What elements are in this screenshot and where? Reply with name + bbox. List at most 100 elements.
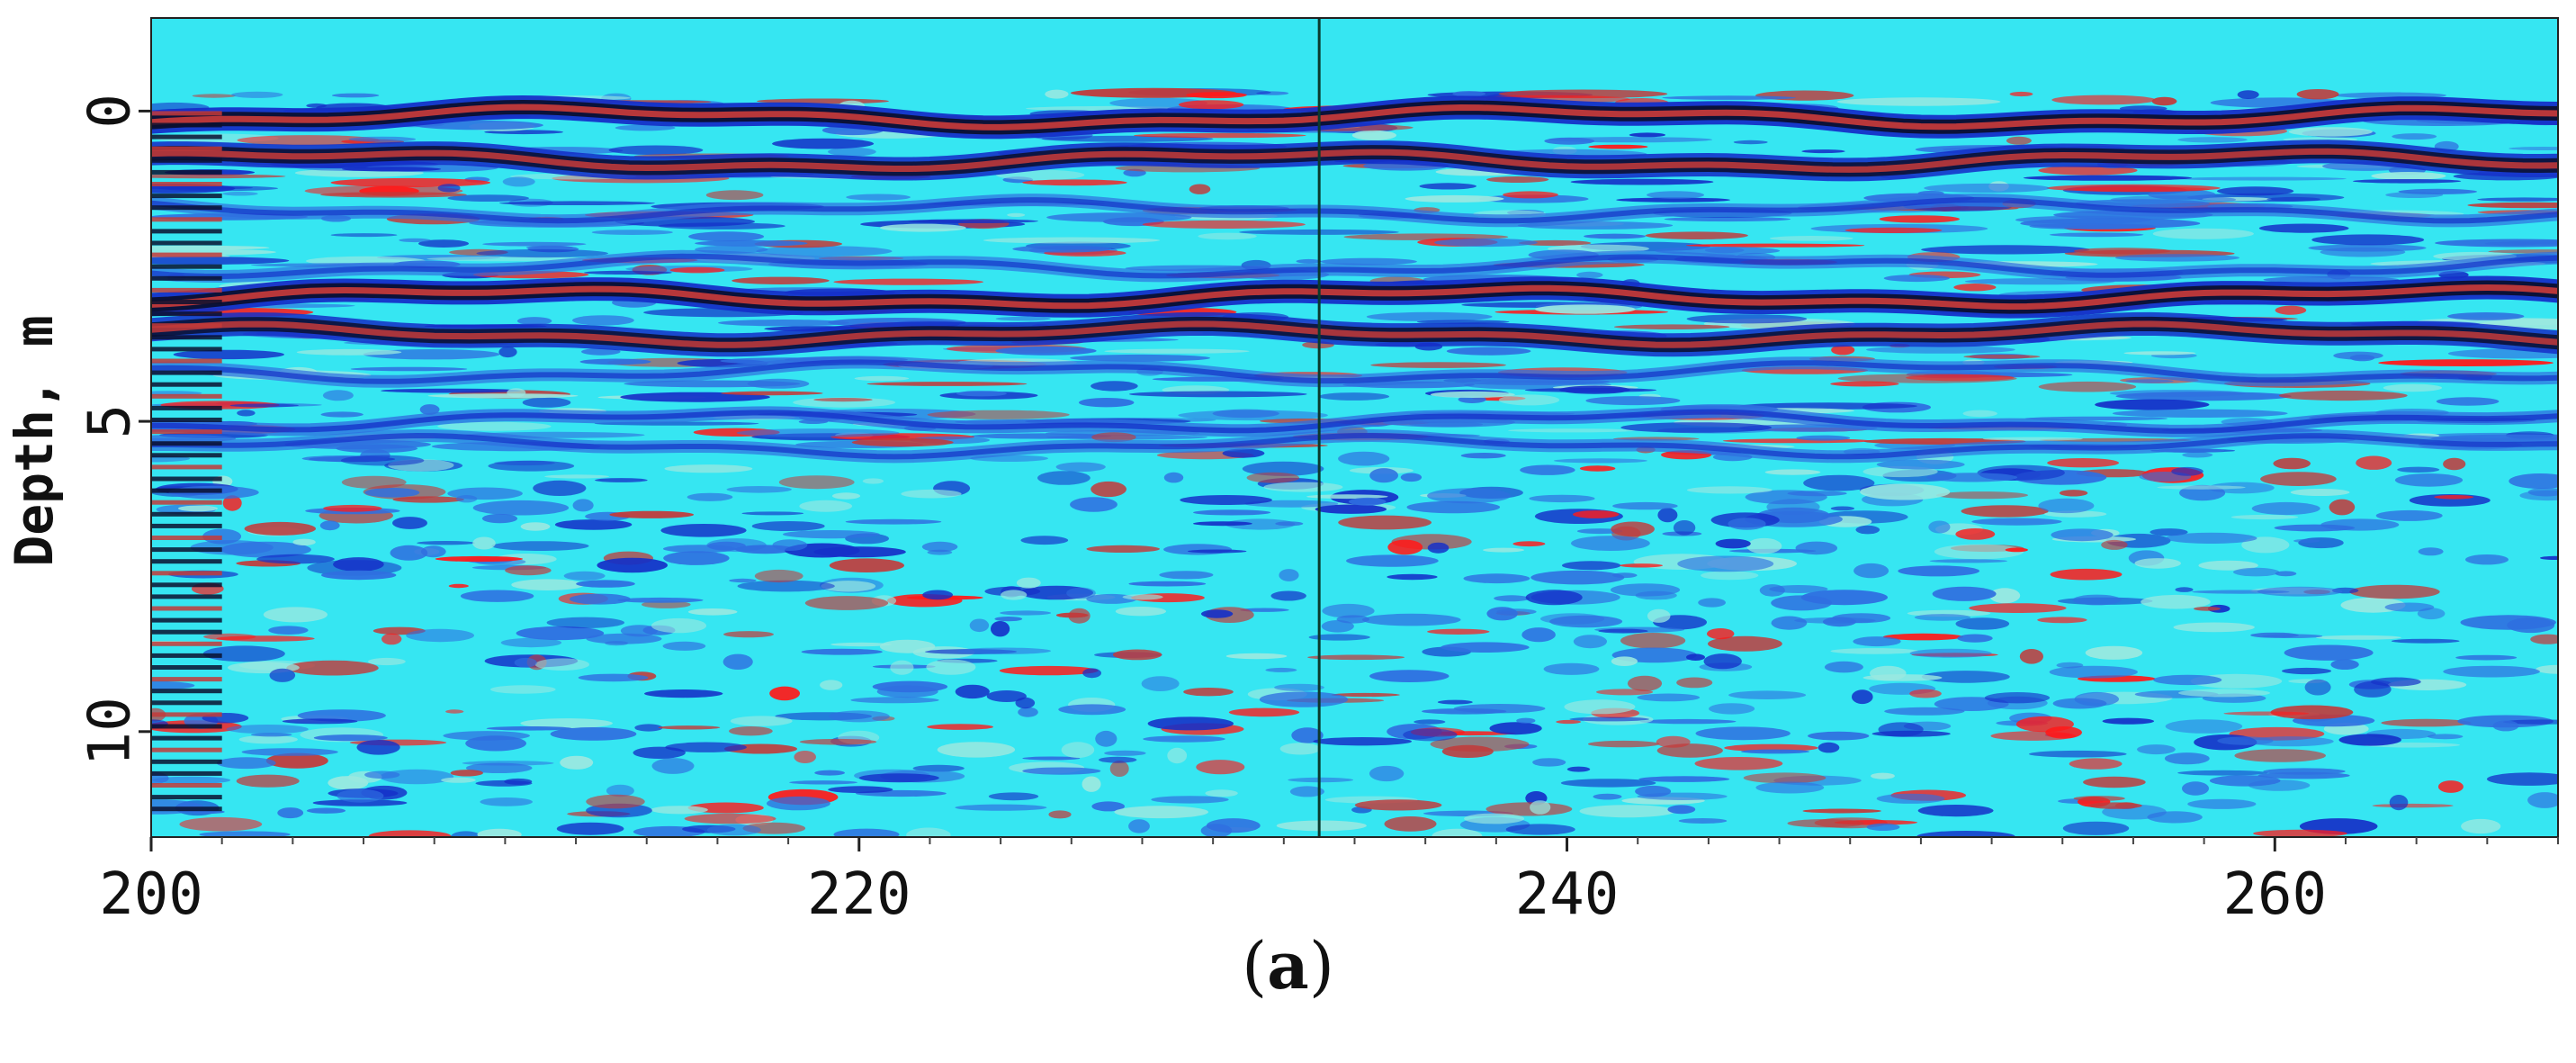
amplitude-streak [1929,559,2008,563]
amplitude-streak [2372,803,2454,808]
amplitude-streak [1338,515,1432,530]
amplitude-streak [926,659,976,675]
edge-streak [151,405,222,410]
amplitude-streak [1906,374,2015,382]
amplitude-streak [1441,744,1494,759]
amplitude-streak [1046,212,1192,222]
amplitude-streak [921,541,958,553]
amplitude-streak [1163,544,1233,555]
amplitude-streak [2378,359,2554,366]
amplitude-streak [723,631,774,638]
amplitude-streak [2349,584,2440,599]
amplitude-streak [2074,691,2119,707]
amplitude-streak [576,580,635,588]
amplitude-streak [323,504,382,512]
edge-streak [151,806,222,812]
amplitude-streak [1876,793,1945,804]
amplitude-streak [2175,587,2194,592]
amplitude-streak [2187,798,2257,809]
amplitude-streak [2435,239,2558,248]
amplitude-streak [684,813,776,824]
amplitude-streak [1128,581,1207,587]
amplitude-streak [2112,409,2288,418]
amplitude-streak [1452,91,1486,97]
amplitude-streak [1569,716,1649,722]
amplitude-streak [1265,667,1297,672]
amplitude-streak [1430,391,1515,398]
edge-streak [151,429,222,435]
amplitude-streak [1001,590,1028,600]
amplitude-streak [520,718,613,729]
amplitude-streak [1686,653,1705,661]
edge-streak [151,511,222,517]
amplitude-streak [584,270,672,275]
amplitude-streak [2046,184,2221,192]
amplitude-texture [151,87,2558,837]
reflector [151,311,2558,357]
amplitude-streak [1957,634,1993,643]
amplitude-streak [2443,665,2540,678]
amplitude-streak [1836,97,2001,106]
amplitude-streak [1935,491,2028,500]
amplitude-streak [199,831,291,837]
amplitude-streak [1128,819,1150,833]
amplitude-streak [1315,504,1387,514]
edge-streak [151,476,222,482]
amplitude-streak [368,830,452,837]
amplitude-streak [1559,385,1630,394]
amplitude-streak [850,697,939,704]
panel-label-open: ( [1242,928,1268,1004]
amplitude-streak [1104,348,1250,354]
amplitude-streak [340,455,425,466]
amplitude-streak [1694,757,1783,770]
amplitude-streak [1862,674,1943,681]
amplitude-streak [1570,178,1714,185]
amplitude-streak [1055,462,1106,473]
amplitude-streak [2069,758,2123,770]
amplitude-streak [1677,555,1774,572]
edge-streak [151,323,222,329]
amplitude-streak [1818,742,1840,753]
panel-label: (a) [0,927,2576,1004]
edge-streak [151,335,222,340]
amplitude-streak [1824,661,1863,673]
amplitude-streak [706,824,761,836]
edge-streak [151,347,222,352]
amplitude-streak [2153,674,2222,686]
amplitude-streak [833,828,900,837]
amplitude-streak [1831,345,1855,356]
amplitude-streak [500,637,562,648]
edge-streak [151,382,222,387]
amplitude-streak [1159,571,1214,580]
amplitude-streak [1529,494,1595,503]
amplitude-streak [1012,245,1112,253]
amplitude-streak [2157,485,2246,490]
amplitude-streak [1366,311,1493,321]
amplitude-streak [514,657,537,668]
amplitude-streak [534,658,590,671]
amplitude-streak [586,633,662,644]
reflector [151,356,2558,388]
amplitude-streak [1048,810,1072,819]
amplitude-streak [2114,254,2240,262]
amplitude-streak [2164,752,2210,765]
amplitude-streak [2083,776,2146,788]
edge-streak [151,275,222,281]
amplitude-streak [1296,258,1322,264]
amplitude-streak [1115,607,1166,617]
reflector-band [151,253,2558,280]
edge-streak [151,665,222,670]
amplitude-streak [772,138,875,149]
amplitude-streak [1882,633,1963,641]
amplitude-streak [1585,396,1681,406]
amplitude-streak [2536,664,2558,674]
amplitude-streak [2455,654,2518,661]
amplitude-streak [1925,473,2018,482]
amplitude-streak [1432,828,1483,837]
amplitude-streak [1478,194,1589,203]
amplitude-streak [2037,617,2087,624]
amplitude-streak [1186,92,1247,99]
amplitude-streak [1086,545,1160,554]
amplitude-streak [320,411,364,418]
amplitude-streak [1917,805,1994,817]
